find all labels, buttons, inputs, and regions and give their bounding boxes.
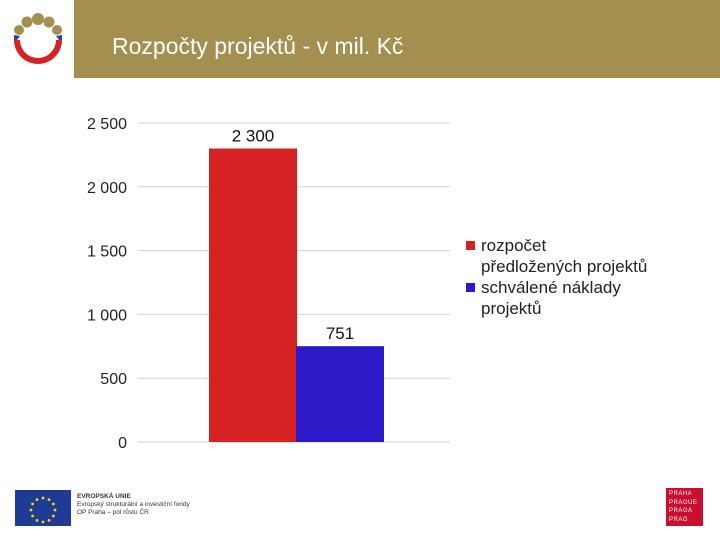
logo-icon (14, 13, 62, 64)
legend-label: rozpočet (481, 236, 546, 255)
y-tick-label: 2 500 (87, 116, 127, 133)
logo (0, 0, 74, 78)
praha-line-3: PRAGA (669, 508, 693, 514)
praha-line-2: PRAGUE (669, 499, 698, 506)
y-tick-label: 500 (100, 371, 127, 388)
eu-caption: EVROPSKÁ UNIE Evropský strukturální a in… (77, 493, 190, 517)
y-tick-label: 0 (118, 435, 127, 452)
data-label: 2 300 (232, 127, 275, 146)
page-title: Rozpočty projektů - v mil. Kč (112, 33, 404, 59)
legend-label: schválené náklady (481, 278, 621, 297)
legend-label: předložených projektů (481, 257, 647, 276)
eu-line-1: EVROPSKÁ UNIE (77, 493, 131, 500)
eu-flag-icon (15, 490, 71, 526)
praha-line-1: PRAHA (669, 491, 693, 497)
praha-logo: PRAHA PRAGUE PRAGA PRAG (666, 488, 703, 526)
eu-line-2: Evropský strukturální a investiční fondy (77, 501, 190, 508)
y-tick-label: 1 000 (87, 307, 127, 324)
legend-label: projektů (481, 299, 541, 318)
data-label: 751 (326, 324, 354, 343)
y-tick-label: 2 000 (87, 180, 127, 197)
title-bar: Rozpočty projektů - v mil. Kč (74, 0, 720, 78)
bar (209, 148, 297, 442)
y-tick-label: 1 500 (87, 244, 127, 261)
bar-chart: 0 500 1 000 1 500 2 000 2 500 2 300 751 rozpočet… (87, 116, 647, 452)
bar (296, 346, 384, 442)
legend-swatch (466, 241, 475, 250)
eu-line-3: OP Praha – pól růstu ČR (77, 509, 149, 516)
legend-swatch (466, 283, 475, 292)
praha-line-4: PRAG (669, 516, 689, 523)
